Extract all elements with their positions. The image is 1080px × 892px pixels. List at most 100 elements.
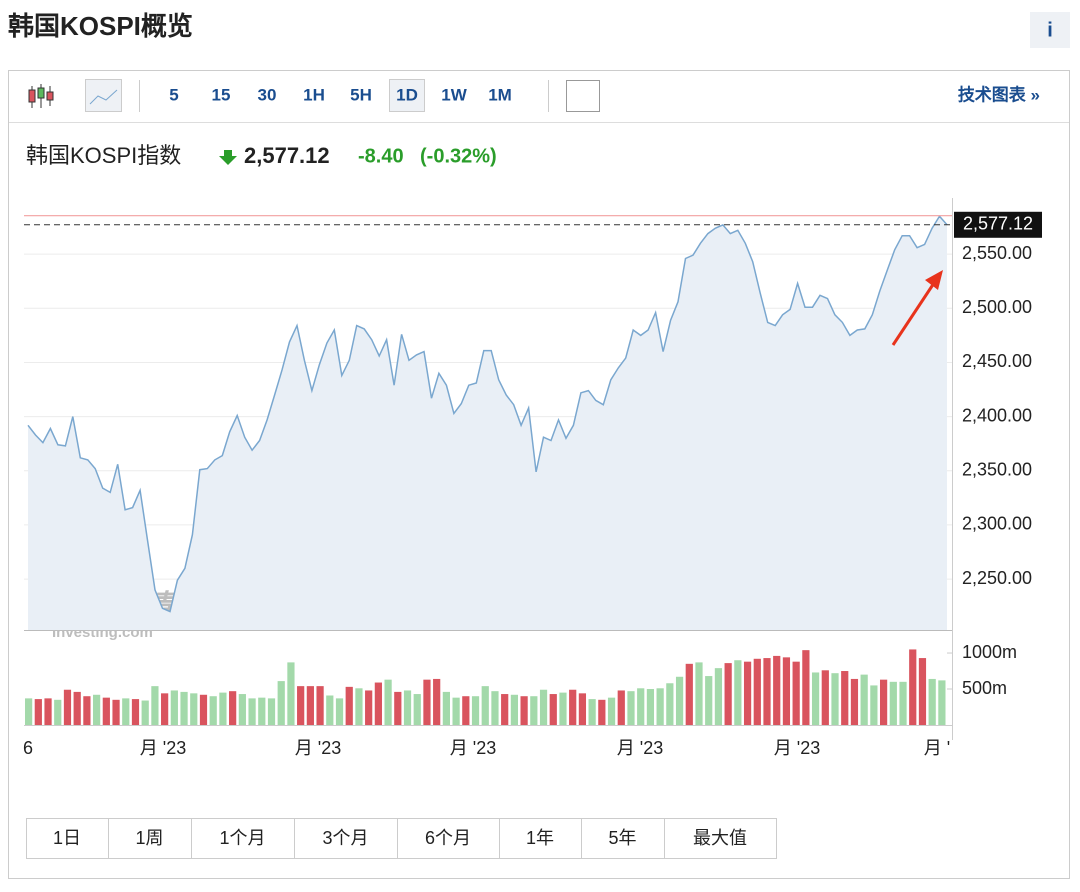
volume-bar	[442, 691, 450, 725]
x-tick-label: 6	[23, 738, 33, 758]
x-tick-label: 月 '23	[774, 738, 820, 758]
interval-button[interactable]: 1H	[303, 85, 325, 104]
candle-icon[interactable]	[28, 84, 54, 108]
range-label[interactable]: 3个月	[322, 828, 368, 848]
range-label[interactable]: 最大值	[693, 828, 747, 848]
price-area	[28, 216, 947, 630]
volume-bar	[909, 649, 917, 725]
range-button[interactable]	[499, 818, 582, 859]
volume-bar	[267, 698, 276, 725]
volume-bar	[481, 686, 489, 725]
volume-bar	[433, 678, 441, 725]
interval-button[interactable]: 1M	[488, 85, 512, 104]
volume-bar	[802, 650, 810, 725]
info-button[interactable]	[1030, 12, 1070, 48]
annotation-arrow	[891, 279, 938, 346]
y-tick-label: 2,550.00	[962, 243, 1032, 263]
info-icon[interactable]: i	[1047, 19, 1053, 41]
volume-bar	[462, 696, 470, 725]
area-icon[interactable]	[85, 79, 122, 112]
volume-bar	[326, 695, 334, 725]
volume-bar	[413, 694, 421, 725]
x-tick-label: 月 '23	[295, 738, 341, 758]
volume-bar	[238, 694, 246, 725]
volume-tick-label: 500m	[962, 678, 1007, 698]
interval-button[interactable]: 5	[169, 85, 178, 104]
range-button[interactable]	[108, 818, 192, 859]
interval-button[interactable]: 1D	[396, 85, 418, 104]
range-label[interactable]: 1周	[135, 828, 163, 848]
range-button[interactable]	[581, 818, 665, 859]
volume-bar	[170, 690, 178, 725]
range-button[interactable]	[397, 818, 500, 859]
volume-bar	[569, 689, 577, 725]
volume-bar	[287, 662, 295, 725]
volume-bar	[743, 661, 752, 725]
volume-bar	[190, 693, 198, 725]
range-label[interactable]: 1日	[53, 828, 81, 848]
volume-bar	[248, 698, 256, 725]
volume-bar	[666, 683, 674, 725]
volume-bar	[209, 696, 217, 725]
volume-bar	[889, 681, 897, 725]
interval-button[interactable]: 15	[212, 85, 231, 104]
volume-bar	[297, 686, 305, 725]
volume-bar	[151, 686, 159, 725]
x-tick-label: 月 '23	[450, 738, 496, 758]
range-button[interactable]	[664, 818, 777, 859]
range-button[interactable]	[294, 818, 398, 859]
volume-bar	[685, 663, 693, 725]
table-icon[interactable]	[566, 80, 600, 112]
range-label[interactable]: 6个月	[425, 828, 471, 848]
volume-bar	[811, 672, 820, 725]
volume-bar	[714, 668, 723, 725]
volume-bar	[374, 682, 382, 725]
active-interval[interactable]	[389, 79, 425, 112]
technical-chart-link[interactable]: 技术图表 »	[958, 84, 1040, 104]
volume-bar	[695, 662, 703, 725]
volume-bar	[131, 699, 140, 725]
range-button[interactable]	[191, 818, 295, 859]
range-label[interactable]: 5年	[608, 828, 636, 848]
down-arrow	[219, 150, 237, 165]
volume-bar	[229, 691, 237, 725]
interval-button[interactable]: 1W	[441, 85, 467, 104]
volume-bar	[841, 671, 849, 725]
volume-bar	[656, 688, 664, 725]
volume-bar	[831, 673, 839, 725]
volume-bar	[345, 686, 353, 725]
volume-bar	[180, 691, 188, 725]
volume-bar	[25, 698, 33, 725]
volume-bar	[112, 699, 120, 725]
volume-bar	[141, 700, 149, 725]
volume-bar	[44, 698, 52, 725]
volume-bar	[161, 693, 169, 725]
widget-frame	[8, 70, 1070, 879]
y-tick-label: 2,450.00	[962, 351, 1032, 371]
interval-button[interactable]: 30	[258, 85, 277, 104]
last-price-label: 2,577.12	[963, 214, 1033, 234]
volume-bar	[559, 692, 567, 725]
volume-bar	[782, 657, 791, 725]
volume-bar	[423, 679, 431, 725]
volume-bar	[277, 681, 285, 725]
volume-bar	[821, 670, 829, 725]
range-label[interactable]: 1个月	[219, 828, 265, 848]
volume-bar	[452, 697, 460, 725]
volume-bar	[316, 686, 324, 725]
x-tick-label: 月 '23	[140, 738, 186, 758]
interval-button[interactable]: 5H	[350, 85, 372, 104]
volume-bar	[773, 655, 781, 725]
range-label[interactable]: 1年	[526, 828, 554, 848]
volume-bar	[549, 694, 557, 725]
volume-bar	[34, 699, 42, 725]
volume-bar	[646, 689, 655, 725]
volume-bar	[675, 676, 684, 725]
volume-bar	[850, 678, 859, 725]
volume-bar	[471, 696, 480, 725]
y-tick-label: 2,250.00	[962, 568, 1032, 588]
range-button[interactable]	[26, 818, 109, 859]
volume-bar	[539, 689, 548, 725]
y-tick-label: 2,400.00	[962, 405, 1032, 425]
